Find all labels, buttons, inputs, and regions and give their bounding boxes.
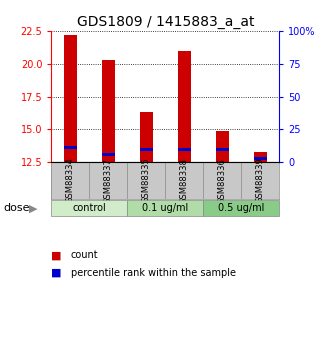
Bar <box>64 35 77 162</box>
Bar <box>64 146 77 149</box>
Text: GSM88334: GSM88334 <box>66 158 75 204</box>
Title: GDS1809 / 1415883_a_at: GDS1809 / 1415883_a_at <box>77 14 254 29</box>
Bar <box>140 148 153 150</box>
Bar <box>216 148 229 150</box>
Text: count: count <box>71 250 98 260</box>
Bar <box>203 200 279 216</box>
Bar <box>178 51 191 162</box>
Text: ▶: ▶ <box>29 203 37 213</box>
Text: dose: dose <box>3 203 30 213</box>
Bar <box>51 200 127 216</box>
Bar <box>254 152 267 162</box>
Bar <box>102 60 115 162</box>
Bar <box>102 153 115 156</box>
Text: GSM88338: GSM88338 <box>180 158 189 204</box>
Text: 0.5 ug/ml: 0.5 ug/ml <box>218 203 265 213</box>
Text: GSM88339: GSM88339 <box>256 158 265 204</box>
Text: ■: ■ <box>51 268 62 277</box>
Text: 0.1 ug/ml: 0.1 ug/ml <box>142 203 188 213</box>
Text: percentile rank within the sample: percentile rank within the sample <box>71 268 236 277</box>
Text: GSM88337: GSM88337 <box>104 158 113 204</box>
Text: ■: ■ <box>51 250 62 260</box>
Bar <box>178 148 191 150</box>
Bar <box>216 131 229 162</box>
Bar <box>254 157 267 160</box>
Text: GSM88336: GSM88336 <box>218 158 227 204</box>
Bar <box>140 112 153 162</box>
Text: control: control <box>73 203 106 213</box>
Text: GSM88335: GSM88335 <box>142 158 151 204</box>
Bar <box>127 200 203 216</box>
